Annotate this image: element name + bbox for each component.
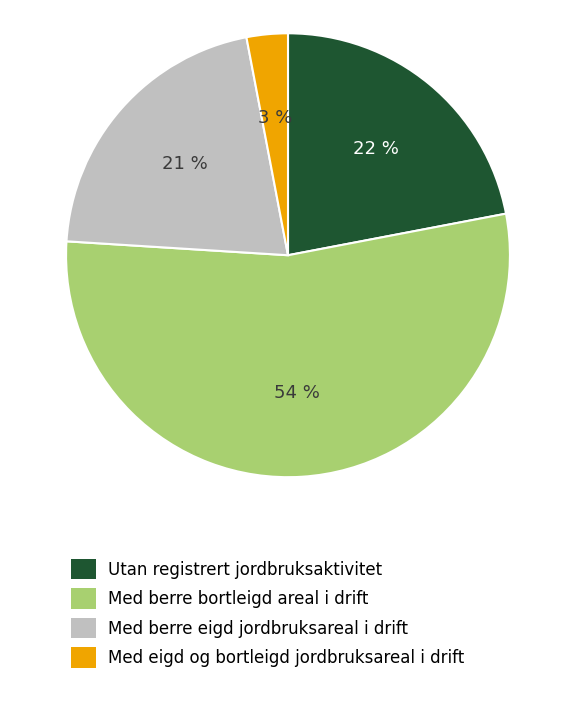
Text: 22 %: 22 % bbox=[353, 140, 399, 158]
Text: 21 %: 21 % bbox=[162, 155, 208, 173]
Legend: Utan registrert jordbruksaktivitet, Med berre bortleigd areal i drift, Med berre: Utan registrert jordbruksaktivitet, Med … bbox=[63, 550, 473, 676]
Wedge shape bbox=[288, 33, 506, 255]
Text: 54 %: 54 % bbox=[274, 384, 320, 401]
Wedge shape bbox=[66, 213, 510, 477]
Text: 3 %: 3 % bbox=[258, 109, 292, 127]
Wedge shape bbox=[66, 38, 288, 255]
Wedge shape bbox=[247, 33, 288, 255]
